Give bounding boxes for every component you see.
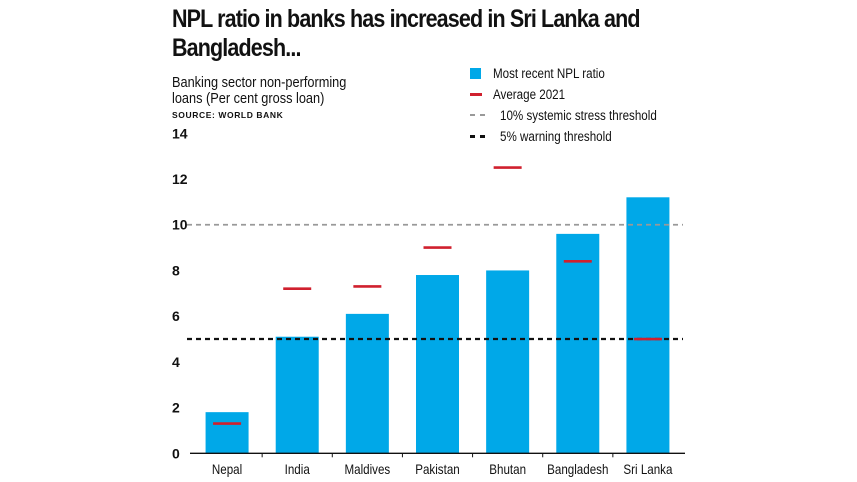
legend-label: Most recent NPL ratio [493, 65, 605, 81]
legend-label: 5% warning threshold [500, 128, 612, 144]
bar-nepal [205, 412, 249, 454]
y-tick-label: 12 [172, 171, 188, 187]
bar-sri-lanka [626, 197, 670, 454]
chart-title: NPL ratio in banks has increased in Sri … [172, 5, 641, 62]
y-tick-label: 8 [172, 262, 180, 278]
legend-swatch-black-dash [470, 134, 486, 138]
legend-item-marker: Average 2021 [470, 85, 577, 103]
bar-india [275, 336, 319, 454]
legend-swatch-bar [470, 67, 481, 79]
bar-maldives [345, 313, 389, 454]
chart-subtitle: Banking sector non-performing loans (Per… [172, 74, 347, 107]
x-tick-label: India [285, 462, 310, 477]
legend-swatch-grey-dash [470, 114, 486, 116]
legend-item-warning: 5% warning threshold [470, 127, 630, 145]
y-tick-label: 0 [172, 445, 180, 461]
x-tick-label: Nepal [212, 462, 242, 477]
y-tick-label: 10 [172, 217, 188, 233]
x-tick-label: Bhutan [489, 462, 526, 477]
bar-bhutan [486, 270, 530, 454]
x-tick-label: Maldives [344, 462, 390, 477]
legend-label: Average 2021 [493, 86, 566, 102]
x-tick-label: Sri Lanka [623, 462, 672, 477]
bar-bangladesh [556, 233, 600, 454]
y-tick-label: 4 [172, 354, 180, 370]
y-tick-label: 6 [172, 308, 180, 324]
chart-source: SOURCE: WORLD BANK [172, 110, 284, 120]
legend-item-systemic: 10% systemic stress threshold [470, 106, 682, 124]
legend-label: 10% systemic stress threshold [500, 107, 657, 123]
x-tick-label: Pakistan [415, 462, 459, 477]
bar-pakistan [416, 275, 459, 454]
legend-item-bar: Most recent NPL ratio [470, 64, 623, 82]
legend-swatch-marker [470, 92, 482, 96]
y-tick-label: 14 [172, 125, 188, 141]
x-tick-label: Bangladesh [547, 462, 608, 477]
y-tick-label: 2 [172, 400, 180, 416]
